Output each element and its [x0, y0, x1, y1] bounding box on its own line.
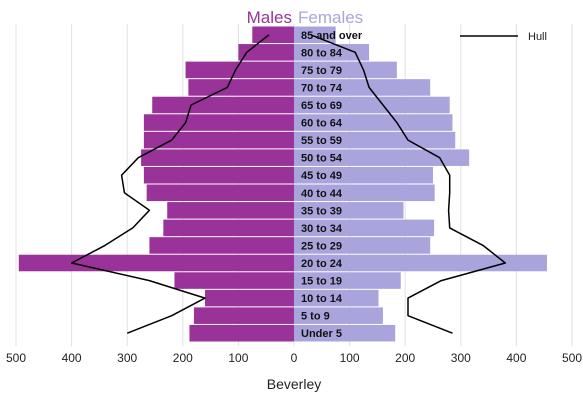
bar-male-14 [188, 79, 294, 96]
bar-female-17 [294, 26, 336, 44]
bar-male-11 [143, 131, 294, 149]
x-tick-label-6: 100 [340, 351, 360, 365]
labels-layer: Under 5 5 to 9 10 to 14 15 to 19 20 to 24 25 … [301, 30, 363, 340]
bar-female-6 [294, 219, 435, 237]
bar-male-13 [152, 96, 294, 114]
bar-female-3 [294, 272, 401, 289]
bar-female-4 [294, 254, 547, 272]
category-label-7: 35 to 39 [301, 205, 342, 217]
overlay-line-females [310, 34, 507, 334]
bar-female-15 [294, 61, 397, 79]
bar-female-10 [294, 149, 470, 166]
x-tick-label-7: 200 [395, 351, 415, 365]
bar-female-14 [294, 79, 431, 96]
category-label-16: 80 to 84 [301, 47, 343, 59]
category-label-13: 65 to 69 [301, 100, 342, 112]
category-label-11: 55 to 59 [301, 135, 342, 147]
bar-male-12 [143, 114, 294, 131]
bars-layer [18, 26, 547, 342]
title-females: Females [298, 8, 363, 27]
bar-male-7 [167, 202, 294, 219]
bar-female-8 [294, 184, 435, 202]
bar-female-5 [294, 237, 431, 254]
category-label-6: 30 to 34 [301, 223, 343, 235]
category-label-5: 25 to 29 [301, 240, 342, 252]
bar-male-1 [193, 307, 294, 324]
bar-male-0 [189, 324, 294, 342]
bar-female-13 [294, 96, 450, 114]
category-label-8: 40 to 44 [301, 188, 343, 200]
title-males: Males [247, 8, 292, 27]
bar-male-5 [149, 237, 294, 254]
bar-female-1 [294, 307, 383, 324]
bar-female-16 [294, 44, 370, 61]
category-label-10: 50 to 54 [301, 153, 343, 165]
x-tick-label-10: 500 [562, 351, 582, 365]
bar-male-4 [18, 254, 295, 272]
x-tick-label-0: 500 [6, 351, 26, 365]
bar-male-9 [143, 166, 294, 184]
category-label-17: 85 and over [301, 30, 363, 42]
category-label-15: 75 to 79 [301, 65, 342, 77]
bar-male-17 [252, 26, 294, 44]
legend-hull-label: Hull [528, 31, 547, 43]
category-label-0: Under 5 [301, 328, 342, 340]
x-tick-label-4: 100 [228, 351, 248, 365]
bar-male-3 [174, 272, 294, 289]
bar-female-2 [294, 289, 379, 307]
category-label-14: 70 to 74 [301, 82, 343, 94]
x-tick-label-3: 200 [173, 351, 193, 365]
x-tick-label-2: 300 [117, 351, 137, 365]
legend: Hull [460, 31, 547, 43]
bar-male-8 [146, 184, 294, 202]
category-label-4: 20 to 24 [301, 258, 343, 270]
bar-female-9 [294, 166, 433, 184]
x-tick-label-8: 300 [451, 351, 471, 365]
x-tick-label-1: 400 [62, 351, 82, 365]
bar-male-15 [185, 61, 294, 79]
category-label-1: 5 to 9 [301, 311, 330, 323]
bar-male-2 [205, 289, 294, 307]
ticks-layer: 500 400 300 200 100 0 100 200 300 400 500 [6, 351, 582, 365]
bar-female-7 [294, 202, 404, 219]
overlay-line-males [70, 34, 270, 334]
category-label-9: 45 to 49 [301, 170, 342, 182]
x-tick-label-5: 0 [291, 351, 298, 365]
bar-male-10 [141, 149, 294, 166]
x-axis-label: Beverley [267, 376, 321, 392]
x-tick-label-9: 400 [506, 351, 526, 365]
bar-female-0 [294, 324, 396, 342]
category-label-2: 10 to 14 [301, 293, 343, 305]
bar-female-12 [294, 114, 453, 131]
overlay-layer [70, 34, 507, 334]
bar-male-6 [163, 219, 294, 237]
category-label-3: 15 to 19 [301, 276, 342, 288]
category-label-12: 60 to 64 [301, 118, 343, 130]
